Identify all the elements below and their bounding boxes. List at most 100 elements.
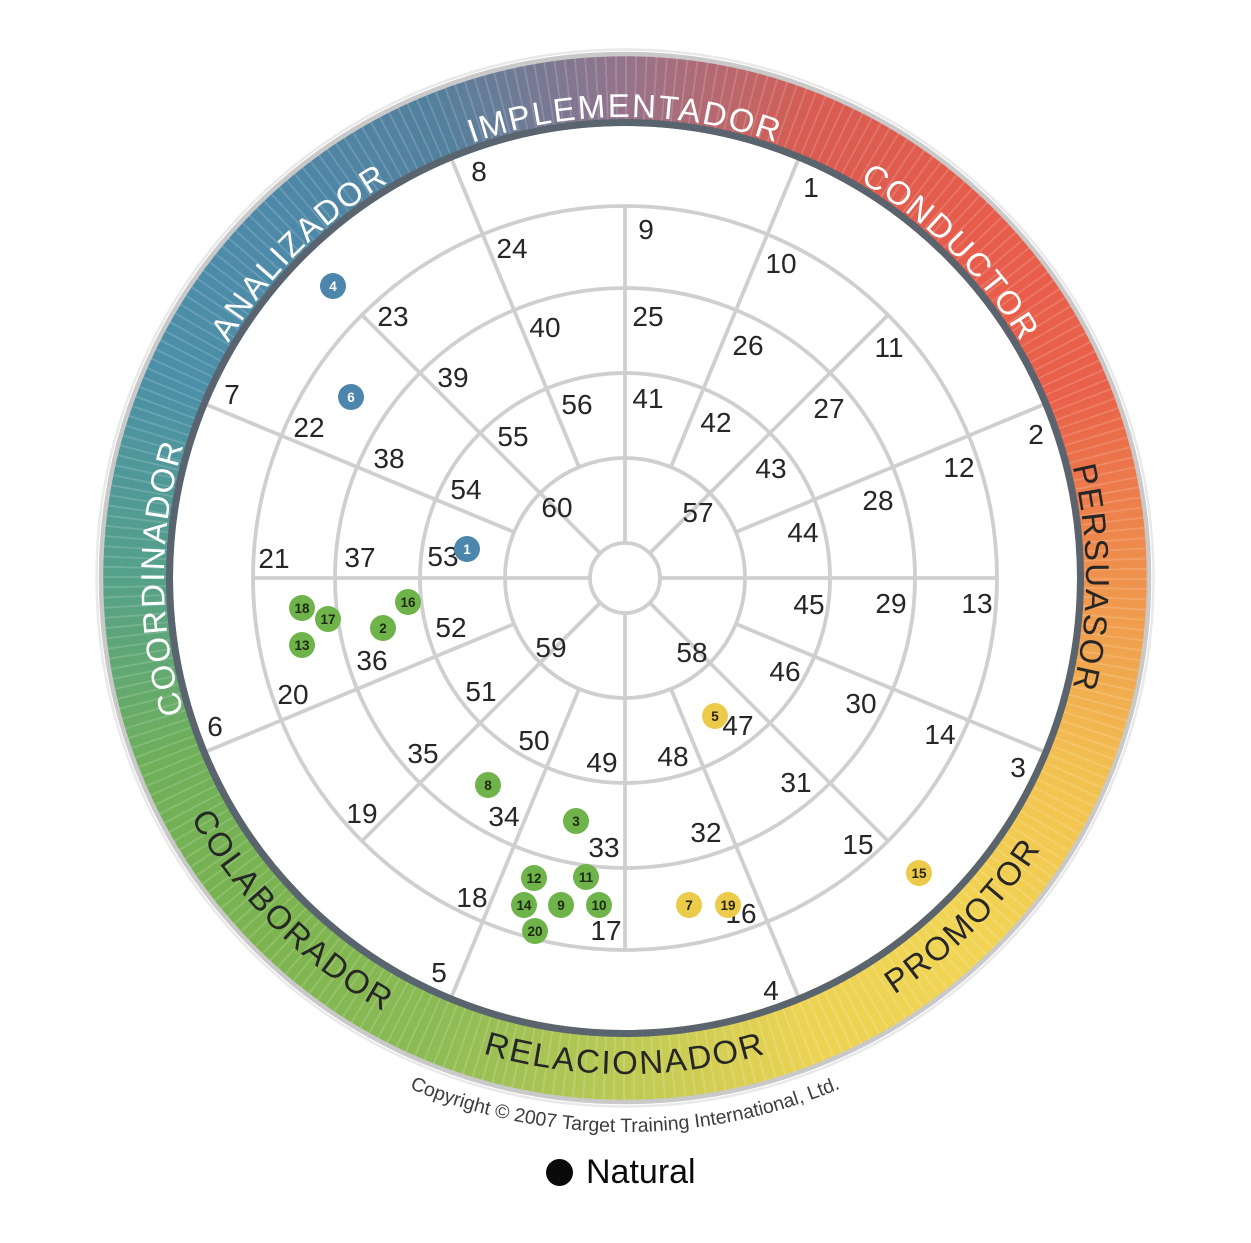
wheel-position-number: 60 — [541, 492, 572, 523]
wheel-position-number: 58 — [676, 637, 707, 668]
copyright-text: Copyright © 2007 Target Training Interna… — [408, 1073, 843, 1137]
natural-marker-8: 8 — [475, 772, 501, 798]
grid-spoke — [669, 688, 770, 923]
marker-dot — [586, 892, 612, 918]
marker-label: 5 — [711, 709, 719, 724]
wheel-position-number: 30 — [845, 688, 876, 719]
natural-marker-10: 10 — [586, 892, 612, 918]
grid-spoke — [765, 920, 800, 997]
wheel-position-number: 15 — [842, 829, 873, 860]
marker-dot — [395, 589, 421, 615]
marker-dot — [715, 892, 741, 918]
wheel-position-number: 48 — [657, 741, 688, 772]
wheel-position-number: 41 — [632, 383, 663, 414]
copyright-arc: Copyright © 2007 Target Training Interna… — [408, 1073, 843, 1137]
wheel-position-number: 13 — [961, 588, 992, 619]
marker-label: 6 — [347, 390, 355, 405]
marker-label: 17 — [320, 612, 335, 627]
marker-label: 4 — [329, 279, 337, 294]
natural-marker-3: 3 — [563, 808, 589, 834]
wheel-position-number: 26 — [732, 330, 763, 361]
marker-label: 2 — [379, 621, 387, 636]
marker-label: 1 — [463, 542, 471, 557]
marker-label: 20 — [527, 924, 542, 939]
marker-dot — [338, 384, 364, 410]
grid-spoke — [708, 661, 890, 843]
natural-marker-2: 2 — [370, 615, 396, 641]
marker-dot — [906, 860, 932, 886]
marker-dot — [676, 892, 702, 918]
wheel-position-number: 10 — [765, 248, 796, 279]
marker-label: 19 — [720, 898, 735, 913]
wheel-position-number: 46 — [769, 656, 800, 687]
wheel-position-number: 36 — [356, 645, 387, 676]
grid-spoke — [360, 313, 542, 495]
wheel-position-number: 49 — [586, 747, 617, 778]
wheel-position-number: 37 — [344, 542, 375, 573]
natural-marker-7: 7 — [676, 892, 702, 918]
wheel-position-number: 59 — [535, 632, 566, 663]
marker-dot — [563, 808, 589, 834]
marker-label: 9 — [557, 898, 565, 913]
ring-outer-shadow — [95, 48, 1155, 1108]
legend-natural-label: Natural — [586, 1152, 696, 1191]
marker-label: 15 — [911, 866, 927, 881]
wheel-position-number: 29 — [875, 588, 906, 619]
grid-spoke — [206, 403, 283, 438]
natural-marker-4: 4 — [320, 273, 346, 299]
wheel-position-number: 5 — [431, 957, 447, 988]
natural-dot-icon — [546, 1158, 573, 1186]
grid-spoke — [708, 313, 890, 495]
wheel-position-number: 22 — [293, 412, 324, 443]
natural-marker-16: 16 — [395, 589, 421, 615]
grid-spoke — [280, 622, 515, 723]
wheel-position-number: 52 — [435, 612, 466, 643]
marker-dot — [315, 606, 341, 632]
grid-spoke — [538, 601, 602, 665]
marker-dot — [320, 273, 346, 299]
wheel-position-number: 31 — [780, 767, 811, 798]
wheel-position-number: 1 — [803, 172, 819, 203]
wheel-position-number: 32 — [690, 817, 721, 848]
wheel-position-number: 51 — [465, 676, 496, 707]
grid-spoke — [206, 718, 283, 753]
marker-dot — [548, 892, 574, 918]
marker-dot — [521, 865, 547, 891]
marker-label: 14 — [516, 898, 532, 913]
wheel-position-number: 38 — [373, 443, 404, 474]
wheel-position-number: 17 — [590, 915, 621, 946]
marker-dot — [573, 864, 599, 890]
natural-marker-13: 13 — [289, 632, 315, 658]
wheel-position-number: 33 — [588, 832, 619, 863]
natural-marker-15: 15 — [906, 860, 932, 886]
marker-label: 7 — [685, 898, 693, 913]
wheel-position-number: 11 — [874, 332, 903, 363]
natural-marker-17: 17 — [315, 606, 341, 632]
wheel-position-number: 45 — [793, 589, 824, 620]
wheel-position-number: 55 — [497, 421, 528, 452]
marker-dot — [511, 892, 537, 918]
marker-dot — [475, 772, 501, 798]
wheel-position-number: 44 — [787, 517, 818, 548]
legend: Natural — [546, 1152, 696, 1191]
wheel-hub — [588, 541, 662, 615]
grid-spoke — [648, 491, 712, 555]
wheel-position-number: 56 — [561, 389, 592, 420]
marker-label: 11 — [579, 870, 594, 885]
wheel-position-number: 3 — [1010, 752, 1026, 783]
wheel-position-number: 14 — [924, 719, 955, 750]
wheel-position-number: 43 — [755, 453, 786, 484]
wheel-position-number: 24 — [496, 233, 527, 264]
grid-spoke — [480, 233, 581, 468]
wheel-position-number: 35 — [407, 738, 438, 769]
wheel-grid — [206, 159, 1044, 997]
grid-spoke — [735, 433, 970, 534]
natural-marker-11: 11 — [573, 864, 599, 890]
grid-spoke — [360, 661, 542, 843]
ring-inner-border — [166, 119, 1084, 1037]
marker-dot — [522, 918, 548, 944]
grid-spoke — [480, 688, 581, 923]
marker-dot — [289, 632, 315, 658]
